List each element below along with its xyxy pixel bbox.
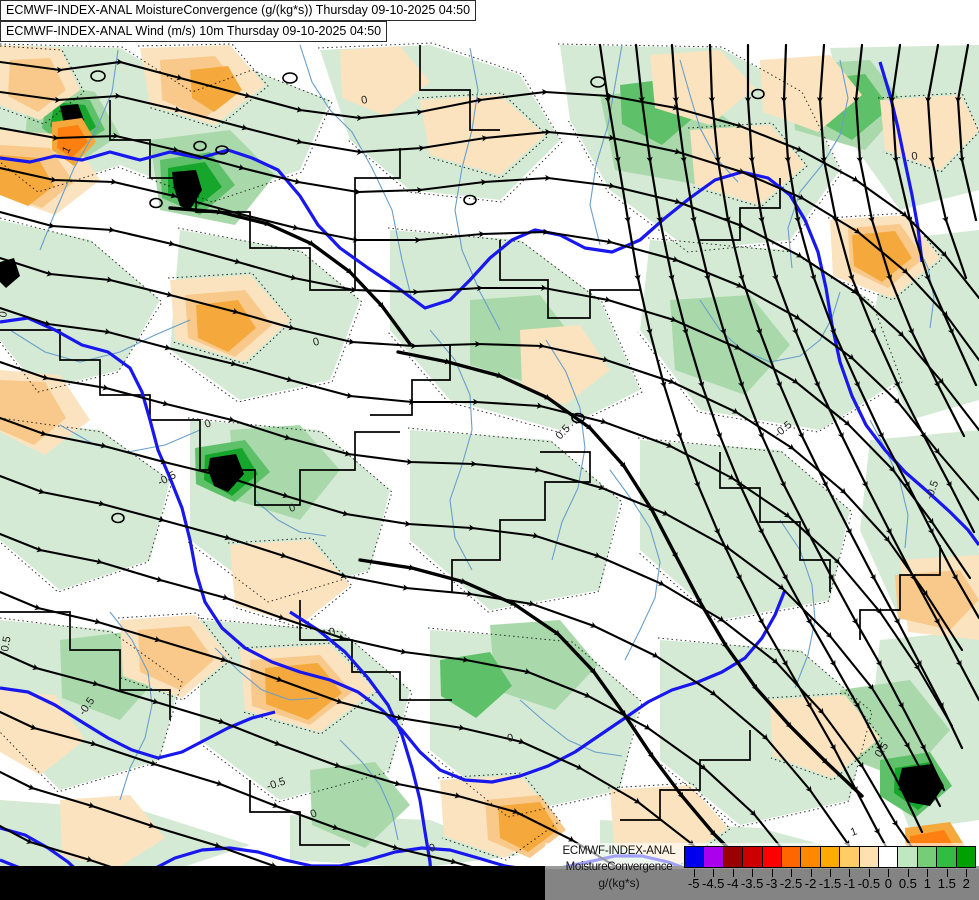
colorbar-swatch: [820, 847, 841, 867]
colorbar-tick: [907, 869, 909, 877]
colorbar-tick: [888, 869, 890, 877]
colorbar[interactable]: [684, 846, 976, 868]
colorbar-tick-label: -2: [804, 876, 817, 891]
colorbar-tick-label: -4: [726, 876, 739, 891]
colorbar-tick-label: 1.5: [937, 876, 956, 891]
svg-text:0.5: 0.5: [0, 635, 14, 652]
colorbar-swatch: [801, 847, 821, 867]
colorbar-tick-label: 1: [923, 876, 931, 891]
colorbar-tick-label: -2.5: [779, 876, 803, 891]
colorbar-tick-label: -5: [687, 876, 700, 891]
colorbar-tick: [946, 869, 948, 877]
colorbar-tick-label: -4.5: [701, 876, 725, 891]
colorbar-swatch: [762, 847, 783, 867]
colorbar-swatch: [859, 847, 880, 867]
wind-eddies: [90, 70, 765, 524]
svg-text:0: 0: [506, 732, 514, 745]
svg-text:0: 0: [288, 502, 297, 515]
svg-text:0: 0: [312, 336, 321, 349]
colorbar-swatch: [723, 847, 744, 867]
colorbar-tick-label: -1.5: [818, 876, 842, 891]
colorbar-swatch: [879, 847, 899, 867]
legend-model-label: ECMWF-INDEX-ANAL: [562, 845, 676, 857]
colorbar-swatch: [743, 847, 763, 867]
colorbar-tick-label: 2: [962, 876, 970, 891]
colorbar-swatch: [782, 847, 802, 867]
colorbar-wrapper[interactable]: -5 -4.5 -4 -3.5 -3 -2.5 -2 -1.5 -1 -0.5 0 0.5 1 1.5 2: [684, 846, 976, 900]
legend-units-label: g/(kg*s): [598, 876, 640, 890]
colorbar-tick: [732, 869, 734, 877]
colorbar-swatch: [917, 847, 938, 867]
svg-text:1: 1: [849, 825, 859, 838]
colorbar-tick-label: 0: [884, 876, 893, 891]
colorbar-tick: [713, 869, 715, 877]
colorbar-tick-label: 0.5: [898, 876, 917, 891]
svg-text:0: 0: [428, 842, 437, 855]
colorbar-tick: [791, 869, 793, 877]
colorbar-swatch: [937, 847, 957, 867]
colorbar-swatch: [956, 847, 976, 867]
colorbar-tick: [868, 869, 870, 877]
colorbar-swatch: [685, 847, 705, 867]
colorbar-tick: [830, 869, 831, 877]
colorbar-tick-label: -0.5: [857, 876, 881, 891]
svg-text:0: 0: [309, 807, 319, 820]
legend-lower-background: [545, 869, 979, 900]
svg-text:0: 0: [328, 626, 337, 639]
svg-text:0: 0: [203, 417, 213, 430]
colorbar-tick-label: -3.5: [740, 876, 764, 891]
colorbar-tick: [849, 869, 851, 877]
title-wind: ECMWF-INDEX-ANAL Wind (m/s) 10m Thursday…: [0, 21, 388, 42]
colorbar-tick: [693, 869, 695, 877]
svg-text:0: 0: [360, 94, 368, 107]
svg-text:-0.5: -0.5: [265, 776, 287, 793]
colorbar-tick: [810, 869, 812, 877]
title-moisture-convergence: ECMWF-INDEX-ANAL MoistureConvergence (g/…: [0, 0, 477, 21]
legend-caption: ECMWF-INDEX-ANAL MoistureConvergence g/(…: [545, 843, 693, 900]
colorbar-tick: [752, 869, 754, 877]
colorbar-swatch: [898, 847, 918, 867]
svg-text:0: 0: [0, 310, 10, 318]
colorbar-tick-labels: -5 -4.5 -4 -3.5 -3 -2.5 -2 -1.5 -1 -0.5 0 0.5 1 1.5 2: [684, 876, 976, 896]
colorbar-tick: [966, 869, 968, 877]
colorbar-swatch: [704, 847, 724, 867]
legend-panel[interactable]: ECMWF-INDEX-ANAL MoistureConvergence g/(…: [545, 843, 979, 900]
wind-streamlines-strong: [168, 206, 864, 868]
svg-text:0: 0: [911, 150, 919, 163]
colorbar-tick: [927, 869, 929, 877]
colorbar-tick: [771, 869, 773, 877]
colorbar-ticks: [684, 869, 976, 877]
svg-text:1: 1: [60, 144, 73, 155]
legend-variable-label: MoistureConvergence: [565, 860, 673, 873]
contour-labels: 0 0 0 0 0 -0.5 0 -0.5 -0.5 0.5 -0.5 0 0 …: [0, 94, 941, 855]
colorbar-tick-label: -1: [843, 876, 856, 891]
colorbar-tick-label: -3: [765, 876, 778, 891]
colorbar-swatch: [840, 847, 860, 867]
